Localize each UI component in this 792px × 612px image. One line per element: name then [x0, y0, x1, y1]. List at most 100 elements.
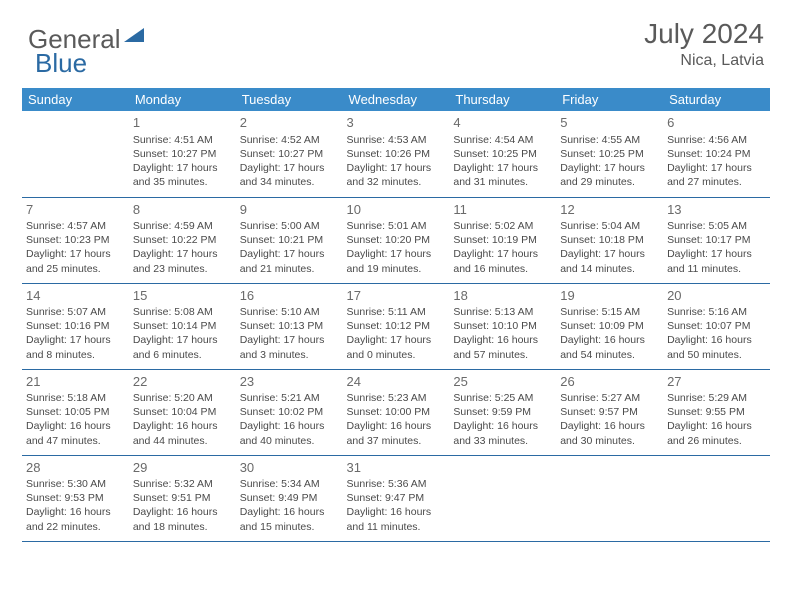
day-number: 21	[26, 373, 125, 391]
daylight-line-2: and 22 minutes.	[26, 520, 125, 534]
calendar-cell: 13Sunrise: 5:05 AMSunset: 10:17 PMDaylig…	[663, 197, 770, 283]
sunset-line: Sunset: 9:55 PM	[667, 405, 766, 419]
daylight-line-1: Daylight: 17 hours	[133, 161, 232, 175]
daylight-line-1: Daylight: 17 hours	[453, 247, 552, 261]
calendar-cell: 9Sunrise: 5:00 AMSunset: 10:21 PMDayligh…	[236, 197, 343, 283]
daylight-line-1: Daylight: 16 hours	[347, 505, 446, 519]
day-number: 28	[26, 459, 125, 477]
calendar-cell: 27Sunrise: 5:29 AMSunset: 9:55 PMDayligh…	[663, 369, 770, 455]
calendar-cell: 6Sunrise: 4:56 AMSunset: 10:24 PMDayligh…	[663, 111, 770, 197]
sunset-line: Sunset: 9:59 PM	[453, 405, 552, 419]
sunrise-line: Sunrise: 5:29 AM	[667, 391, 766, 405]
calendar-cell: 8Sunrise: 4:59 AMSunset: 10:22 PMDayligh…	[129, 197, 236, 283]
calendar-head: SundayMondayTuesdayWednesdayThursdayFrid…	[22, 88, 770, 111]
month-title: July 2024	[644, 18, 764, 50]
daylight-line-1: Daylight: 16 hours	[26, 505, 125, 519]
daylight-line-1: Daylight: 16 hours	[667, 333, 766, 347]
daylight-line-1: Daylight: 17 hours	[133, 247, 232, 261]
day-number: 1	[133, 114, 232, 132]
day-header: Friday	[556, 88, 663, 111]
day-number: 23	[240, 373, 339, 391]
calendar-cell: 20Sunrise: 5:16 AMSunset: 10:07 PMDaylig…	[663, 283, 770, 369]
sunrise-line: Sunrise: 5:16 AM	[667, 305, 766, 319]
sunset-line: Sunset: 10:19 PM	[453, 233, 552, 247]
sunset-line: Sunset: 10:25 PM	[453, 147, 552, 161]
day-number: 12	[560, 201, 659, 219]
day-number: 5	[560, 114, 659, 132]
sunset-line: Sunset: 9:51 PM	[133, 491, 232, 505]
calendar-cell: 3Sunrise: 4:53 AMSunset: 10:26 PMDayligh…	[343, 111, 450, 197]
daylight-line-1: Daylight: 16 hours	[133, 419, 232, 433]
day-number: 25	[453, 373, 552, 391]
calendar-cell: 16Sunrise: 5:10 AMSunset: 10:13 PMDaylig…	[236, 283, 343, 369]
day-number: 10	[347, 201, 446, 219]
day-header: Tuesday	[236, 88, 343, 111]
daylight-line-2: and 33 minutes.	[453, 434, 552, 448]
sunset-line: Sunset: 10:14 PM	[133, 319, 232, 333]
sunrise-line: Sunrise: 4:57 AM	[26, 219, 125, 233]
sunrise-line: Sunrise: 5:30 AM	[26, 477, 125, 491]
logo-word2: Blue	[35, 48, 87, 79]
sunset-line: Sunset: 10:18 PM	[560, 233, 659, 247]
daylight-line-2: and 15 minutes.	[240, 520, 339, 534]
calendar-cell: 29Sunrise: 5:32 AMSunset: 9:51 PMDayligh…	[129, 455, 236, 541]
sunrise-line: Sunrise: 4:51 AM	[133, 133, 232, 147]
daylight-line-2: and 23 minutes.	[133, 262, 232, 276]
day-number: 3	[347, 114, 446, 132]
sunrise-line: Sunrise: 5:01 AM	[347, 219, 446, 233]
calendar-cell: 31Sunrise: 5:36 AMSunset: 9:47 PMDayligh…	[343, 455, 450, 541]
daylight-line-2: and 34 minutes.	[240, 175, 339, 189]
sunrise-line: Sunrise: 4:56 AM	[667, 133, 766, 147]
sunset-line: Sunset: 9:47 PM	[347, 491, 446, 505]
sunset-line: Sunset: 9:49 PM	[240, 491, 339, 505]
day-number: 18	[453, 287, 552, 305]
sunset-line: Sunset: 10:10 PM	[453, 319, 552, 333]
daylight-line-2: and 11 minutes.	[667, 262, 766, 276]
sunrise-line: Sunrise: 5:21 AM	[240, 391, 339, 405]
daylight-line-1: Daylight: 16 hours	[667, 419, 766, 433]
calendar-cell: 2Sunrise: 4:52 AMSunset: 10:27 PMDayligh…	[236, 111, 343, 197]
calendar-cell: 23Sunrise: 5:21 AMSunset: 10:02 PMDaylig…	[236, 369, 343, 455]
daylight-line-2: and 57 minutes.	[453, 348, 552, 362]
daylight-line-2: and 29 minutes.	[560, 175, 659, 189]
sunset-line: Sunset: 10:16 PM	[26, 319, 125, 333]
calendar-cell: 15Sunrise: 5:08 AMSunset: 10:14 PMDaylig…	[129, 283, 236, 369]
daylight-line-2: and 40 minutes.	[240, 434, 339, 448]
daylight-line-1: Daylight: 17 hours	[240, 247, 339, 261]
location: Nica, Latvia	[644, 52, 764, 70]
sunrise-line: Sunrise: 5:27 AM	[560, 391, 659, 405]
sunrise-line: Sunrise: 4:53 AM	[347, 133, 446, 147]
day-number: 6	[667, 114, 766, 132]
daylight-line-2: and 14 minutes.	[560, 262, 659, 276]
daylight-line-1: Daylight: 16 hours	[26, 419, 125, 433]
calendar-row: 14Sunrise: 5:07 AMSunset: 10:16 PMDaylig…	[22, 283, 770, 369]
day-header: Saturday	[663, 88, 770, 111]
day-number: 7	[26, 201, 125, 219]
sunset-line: Sunset: 10:17 PM	[667, 233, 766, 247]
sunset-line: Sunset: 10:02 PM	[240, 405, 339, 419]
sunset-line: Sunset: 10:26 PM	[347, 147, 446, 161]
calendar-cell: 1Sunrise: 4:51 AMSunset: 10:27 PMDayligh…	[129, 111, 236, 197]
header: General July 2024 Nica, Latvia	[0, 0, 792, 78]
daylight-line-1: Daylight: 17 hours	[667, 161, 766, 175]
daylight-line-1: Daylight: 17 hours	[453, 161, 552, 175]
calendar-table: SundayMondayTuesdayWednesdayThursdayFrid…	[22, 88, 770, 542]
calendar-cell	[22, 111, 129, 197]
sunrise-line: Sunrise: 5:32 AM	[133, 477, 232, 491]
sunrise-line: Sunrise: 5:20 AM	[133, 391, 232, 405]
daylight-line-2: and 16 minutes.	[453, 262, 552, 276]
day-number: 13	[667, 201, 766, 219]
daylight-line-1: Daylight: 17 hours	[560, 247, 659, 261]
daylight-line-2: and 31 minutes.	[453, 175, 552, 189]
title-block: July 2024 Nica, Latvia	[644, 18, 764, 70]
day-number: 15	[133, 287, 232, 305]
day-number: 31	[347, 459, 446, 477]
calendar-cell: 30Sunrise: 5:34 AMSunset: 9:49 PMDayligh…	[236, 455, 343, 541]
daylight-line-2: and 6 minutes.	[133, 348, 232, 362]
daylight-line-1: Daylight: 17 hours	[133, 333, 232, 347]
daylight-line-2: and 37 minutes.	[347, 434, 446, 448]
sunset-line: Sunset: 10:13 PM	[240, 319, 339, 333]
daylight-line-2: and 44 minutes.	[133, 434, 232, 448]
daylight-line-1: Daylight: 16 hours	[133, 505, 232, 519]
day-number: 22	[133, 373, 232, 391]
